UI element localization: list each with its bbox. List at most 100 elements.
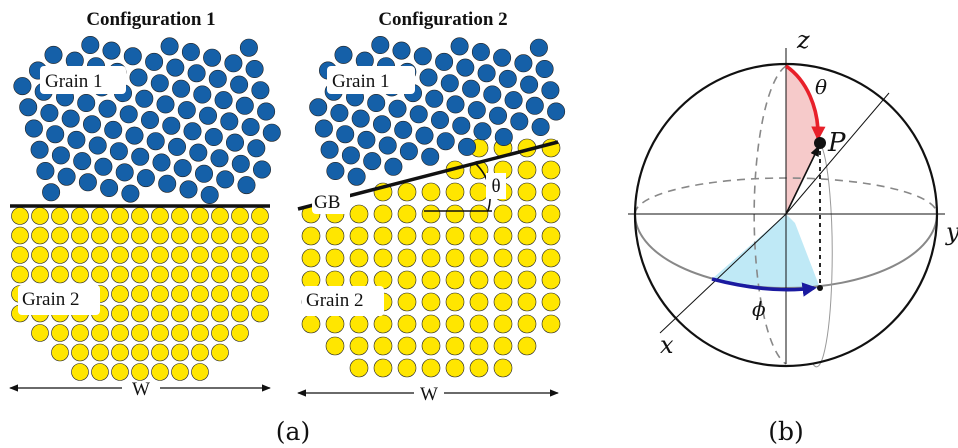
grain1-atom	[129, 68, 148, 87]
grain2-atom	[517, 160, 537, 180]
grain1-atom	[136, 169, 155, 188]
grain1-atom	[57, 167, 76, 186]
grain1-atom	[109, 142, 128, 161]
grain2-atom	[469, 358, 489, 378]
sphere-panel: z y x P θ ϕ	[628, 26, 958, 368]
grain2-atom	[469, 292, 489, 312]
grain2-atom	[397, 358, 417, 378]
grain2-atom	[251, 285, 269, 303]
projection-point-marker	[817, 285, 823, 291]
z-axis-label: z	[796, 26, 810, 54]
grain2-atom	[131, 207, 149, 225]
grain2-atom	[211, 324, 229, 342]
grain2-atom	[31, 265, 49, 284]
grain2-atom	[151, 304, 169, 323]
grain1-atom	[384, 157, 403, 176]
grain1-atom	[131, 147, 150, 166]
grain2-atom	[325, 314, 345, 334]
grain1-atom	[187, 64, 206, 83]
grain1-atom	[67, 130, 86, 149]
grain2-atom	[131, 226, 149, 245]
grain2-atom	[301, 314, 321, 334]
grain1-atom	[456, 58, 475, 77]
grain1-atom	[510, 112, 529, 131]
grain2-atom	[131, 343, 149, 362]
grain1-atom	[535, 59, 554, 78]
grain1-atom	[483, 85, 502, 104]
grain1-atom	[42, 183, 61, 202]
grain2-atom	[349, 314, 369, 334]
grain2-atom	[493, 292, 513, 312]
grain1-atom	[237, 176, 256, 195]
grain1-atom	[44, 45, 63, 64]
grain2-atom	[349, 226, 369, 246]
grain1-atom	[150, 74, 169, 93]
grain2-atom	[191, 363, 209, 381]
grain2-atom	[171, 246, 189, 264]
grain2-atom	[111, 324, 129, 342]
grain1-atom	[241, 118, 260, 137]
grain2-atom	[211, 207, 229, 225]
grain1-atom	[457, 137, 476, 156]
meridian-back	[753, 65, 787, 365]
grain1-atom	[78, 173, 97, 192]
grain2-atom	[325, 226, 345, 246]
grain2-atom	[171, 343, 189, 362]
grain2-atom	[191, 304, 209, 323]
grain1-atom	[77, 94, 96, 113]
grain2-atom	[71, 265, 89, 284]
grain1-atom	[73, 152, 92, 171]
grain1-atom	[119, 105, 138, 124]
grain2-atom	[231, 226, 249, 245]
grain2-atom	[131, 265, 149, 284]
grain2-atom	[541, 160, 561, 180]
grain2-atom	[171, 285, 189, 303]
grain2-atom	[493, 336, 513, 356]
grain2-atom	[421, 314, 441, 334]
grain1-atom	[172, 79, 191, 98]
grain2-atom	[191, 207, 209, 225]
grain1-atom	[168, 137, 187, 156]
grain2-atom	[91, 324, 109, 342]
phi-label: ϕ	[752, 297, 766, 321]
grain2-atom	[231, 304, 249, 323]
grain1-atom	[173, 159, 192, 178]
grain1-atom	[30, 140, 49, 159]
grain1-atom	[152, 153, 171, 172]
grain2-atom	[445, 314, 465, 334]
grain2-atom	[301, 226, 321, 246]
grain1-atom	[230, 75, 249, 94]
grain2-atom	[191, 324, 209, 342]
grain1-atom	[100, 179, 119, 198]
grain1-atom	[166, 58, 185, 77]
grain2-atom	[421, 336, 441, 356]
grain2-atom	[373, 248, 393, 268]
grain2-atom	[469, 336, 489, 356]
grain1-atom	[94, 157, 113, 176]
config2-angle-label-bg	[486, 173, 506, 199]
grain1-atom	[123, 47, 142, 66]
grain2-atom	[373, 204, 393, 224]
grain2-atom	[111, 304, 129, 323]
grain2-atom	[151, 343, 169, 362]
grain1-atom	[498, 69, 517, 88]
config1-grain1-atoms	[13, 35, 281, 205]
grain2-atom	[151, 226, 169, 245]
grain2-atom	[111, 265, 129, 284]
grain2-atom	[397, 270, 417, 290]
grain2-atom	[231, 324, 249, 342]
theta-label: θ	[815, 75, 827, 99]
grain2-atom	[397, 292, 417, 312]
config2-title: Configuration 2	[378, 9, 507, 30]
grain1-atom	[514, 54, 533, 73]
grain2-atom	[445, 336, 465, 356]
config1-panel: Configuration 1 Grain 1 Grain 2 W	[9, 9, 281, 400]
grain2-atom	[31, 246, 49, 264]
grain1-atom	[160, 37, 179, 56]
grain2-atom	[469, 314, 489, 334]
config1-grain1-label: Grain 1	[45, 71, 103, 92]
grain1-atom	[504, 91, 523, 110]
grain2-atom	[191, 226, 209, 245]
grain1-atom	[452, 116, 471, 135]
grain1-atom	[141, 111, 160, 130]
